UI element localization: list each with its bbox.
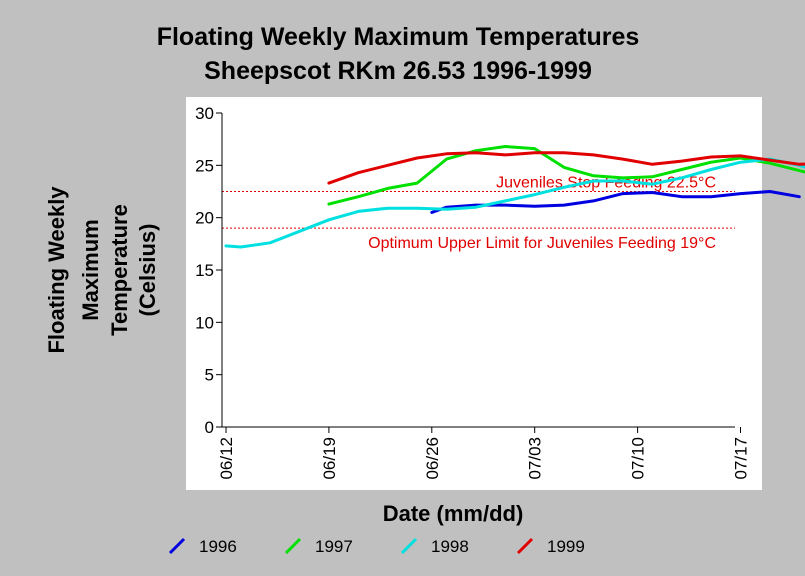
- legend[interactable]: 1996 1997 1998 1999: [168, 537, 585, 556]
- series-layer: [224, 145, 805, 249]
- y-tick-label: 5: [205, 366, 214, 385]
- legend-swatch: [400, 537, 418, 555]
- x-tick-label: 07/10: [629, 437, 648, 480]
- y-axis-title-line: Floating Weekly: [44, 186, 69, 354]
- legend-item-1999[interactable]: 1999: [516, 537, 585, 556]
- y-tick-label: 30: [195, 104, 214, 123]
- x-tick-label: 06/19: [320, 437, 339, 480]
- y-axis-title-line: Temperature: [107, 204, 132, 336]
- y-tick-label: 20: [195, 209, 214, 228]
- y-axis-title-line: (Celsius): [135, 224, 160, 317]
- y-tick-label: 15: [195, 261, 214, 280]
- legend-swatch: [168, 537, 186, 555]
- legend-label: 1998: [431, 537, 469, 556]
- legend-item-1998[interactable]: 1998: [400, 537, 469, 556]
- legend-item-1996[interactable]: 1996: [168, 537, 237, 556]
- y-axis-title: Floating Weekly Maximum Temperature (Celsiu…: [44, 186, 160, 354]
- y-tick-label: 10: [195, 313, 214, 332]
- series-line-1998: [224, 157, 805, 249]
- x-tick-label: 07/03: [526, 437, 545, 480]
- chart-subtitle: Sheepscot RKm 26.53 1996-1999: [204, 57, 592, 85]
- x-tick-label: 07/17: [732, 437, 751, 480]
- y-tick-label: 0: [205, 418, 214, 437]
- legend-label: 1999: [547, 537, 585, 556]
- chart-title: Floating Weekly Maximum Temperatures: [157, 23, 640, 51]
- series-line-1997: [327, 145, 805, 206]
- x-axis-title: Date (mm/dd): [383, 501, 524, 526]
- legend-swatch: [284, 537, 302, 555]
- x-tick-label: 06/26: [423, 437, 442, 480]
- y-axis-title-line: Maximum: [78, 219, 103, 320]
- y-tick-label: 25: [195, 156, 214, 175]
- legend-swatch: [516, 537, 534, 555]
- series-line-1999: [327, 151, 805, 185]
- plot-area: [186, 97, 762, 490]
- reference-line-label: Optimum Upper Limit for Juveniles Feedin…: [368, 235, 716, 252]
- reference-lines: Juveniles Stop Feeding 22.5°C Optimum Upp…: [222, 175, 735, 252]
- x-tick-label: 06/12: [217, 437, 236, 480]
- legend-label: 1997: [315, 537, 353, 556]
- legend-item-1997[interactable]: 1997: [284, 537, 353, 556]
- legend-label: 1996: [199, 537, 237, 556]
- axes: 0 5 10 15 20 25 30 06/12 06/19 06/26 07/03 07/10 07/…: [195, 104, 751, 480]
- reference-line-label: Juveniles Stop Feeding 22.5°C: [496, 175, 716, 192]
